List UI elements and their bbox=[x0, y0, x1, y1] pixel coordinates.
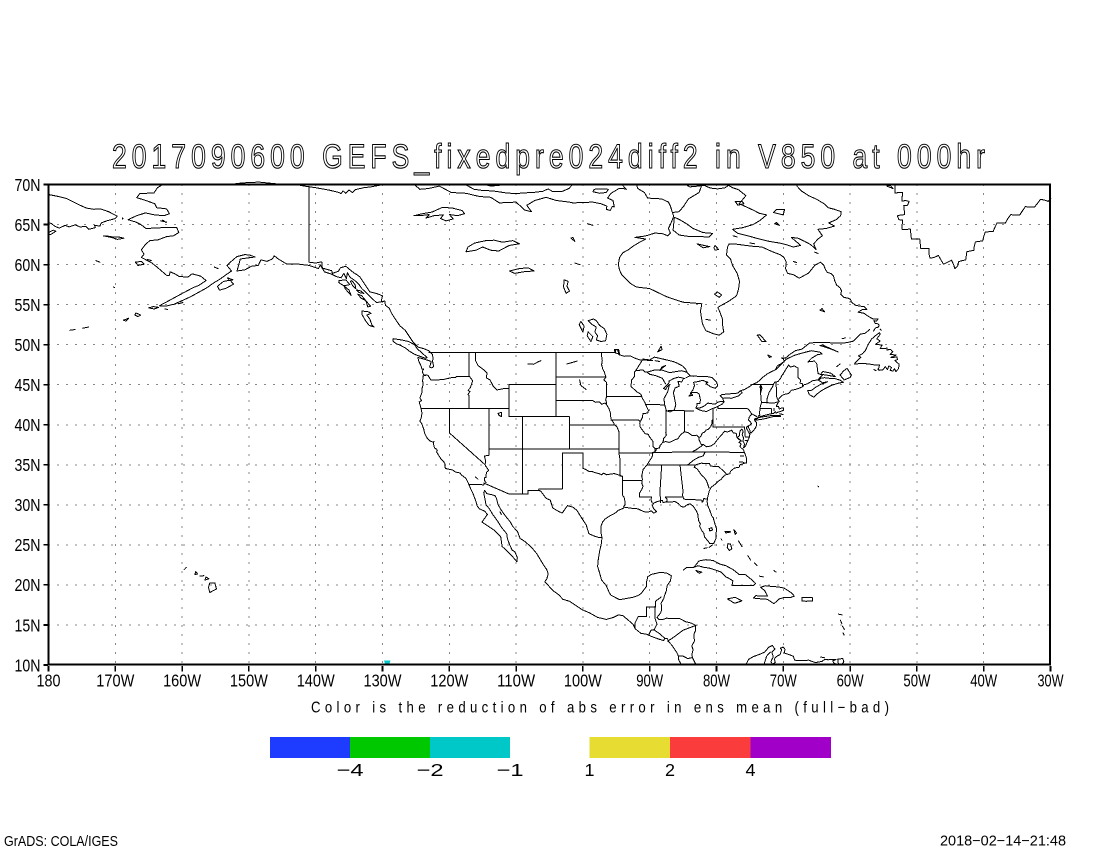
svg-text:65N: 65N bbox=[15, 215, 41, 235]
svg-text:50N: 50N bbox=[15, 335, 41, 355]
svg-text:−1: −1 bbox=[497, 760, 524, 780]
svg-text:60N: 60N bbox=[15, 255, 41, 275]
svg-text:2017090600 GEFS_fixedpre024dif: 2017090600 GEFS_fixedpre024diff2 in V850… bbox=[112, 138, 985, 176]
svg-text:35N: 35N bbox=[15, 455, 41, 475]
svg-text:25N: 25N bbox=[15, 535, 41, 555]
svg-text:−4: −4 bbox=[337, 760, 364, 780]
svg-text:1: 1 bbox=[585, 760, 595, 780]
svg-text:10N: 10N bbox=[15, 655, 41, 675]
svg-text:60W: 60W bbox=[837, 671, 864, 691]
svg-text:90W: 90W bbox=[636, 671, 663, 691]
svg-text:180: 180 bbox=[37, 671, 61, 691]
svg-text:100W: 100W bbox=[564, 671, 602, 691]
svg-text:30W: 30W bbox=[1038, 671, 1064, 691]
svg-text:40W: 40W bbox=[970, 671, 997, 691]
svg-text:45N: 45N bbox=[15, 375, 41, 395]
svg-text:−2: −2 bbox=[417, 760, 444, 780]
svg-text:130W: 130W bbox=[364, 671, 402, 691]
svg-text:15N: 15N bbox=[15, 615, 41, 635]
svg-text:170W: 170W bbox=[96, 671, 134, 691]
svg-text:20N: 20N bbox=[15, 575, 41, 595]
svg-text:4: 4 bbox=[746, 760, 756, 780]
svg-text:150W: 150W bbox=[230, 671, 268, 691]
svg-text:55N: 55N bbox=[15, 295, 41, 315]
svg-text:30N: 30N bbox=[15, 495, 41, 515]
svg-text:70W: 70W bbox=[770, 671, 797, 691]
svg-text:2018−02−14−21:48: 2018−02−14−21:48 bbox=[940, 834, 1066, 850]
svg-text:40N: 40N bbox=[15, 415, 41, 435]
svg-text:50W: 50W bbox=[903, 671, 930, 691]
svg-text:120W: 120W bbox=[430, 671, 468, 691]
svg-text:140W: 140W bbox=[297, 671, 335, 691]
svg-text:110W: 110W bbox=[497, 671, 535, 691]
svg-text:80W: 80W bbox=[703, 671, 730, 691]
svg-text:70N: 70N bbox=[15, 175, 41, 195]
svg-text:160W: 160W bbox=[163, 671, 201, 691]
svg-text:2: 2 bbox=[665, 760, 675, 780]
svg-text:GrADS: COLA/IGES: GrADS: COLA/IGES bbox=[4, 834, 118, 850]
